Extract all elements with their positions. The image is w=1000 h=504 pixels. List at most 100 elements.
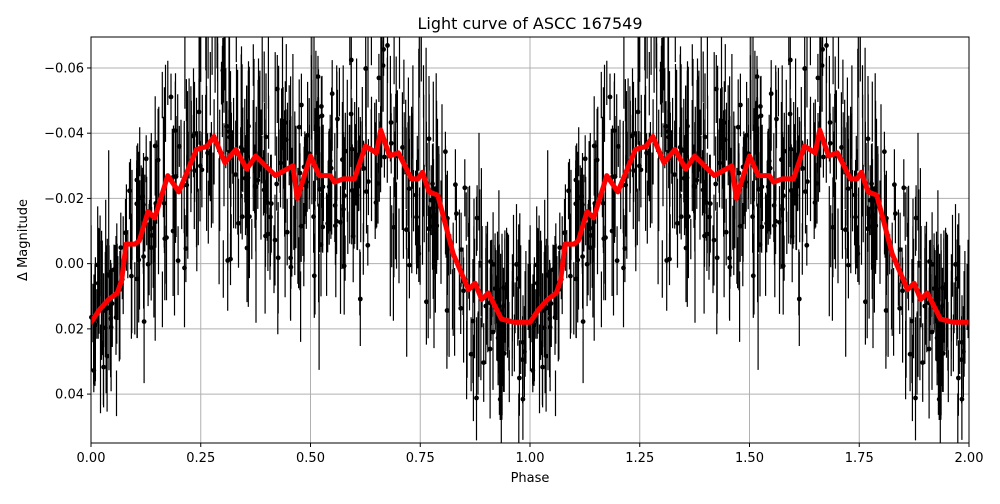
data-point: [959, 357, 964, 363]
data-point: [713, 86, 719, 92]
data-point: [802, 66, 808, 71]
data-point: [702, 134, 708, 140]
data-point: [780, 263, 786, 269]
data-point: [364, 189, 369, 195]
data-point: [298, 223, 304, 229]
data-point: [738, 102, 743, 108]
x-tick-label: 1.50: [735, 451, 764, 466]
data-point: [320, 184, 326, 190]
data-point: [198, 163, 203, 169]
data-point: [458, 305, 464, 311]
data-point: [350, 233, 356, 239]
data-point: [196, 109, 202, 115]
data-point: [522, 349, 527, 355]
data-point: [767, 165, 773, 171]
data-point: [580, 319, 586, 324]
data-point: [264, 200, 270, 205]
data-point: [149, 233, 155, 238]
data-point: [631, 168, 636, 174]
data-point: [348, 57, 354, 63]
data-point: [102, 308, 108, 313]
data-point: [490, 329, 496, 335]
data-point: [470, 318, 476, 324]
data-point: [373, 200, 379, 206]
data-point: [768, 91, 774, 97]
data-point: [488, 259, 493, 264]
data-point: [138, 195, 144, 201]
data-point: [663, 124, 669, 129]
data-point: [242, 175, 248, 181]
data-point: [779, 157, 784, 163]
data-point: [543, 272, 549, 278]
data-point: [692, 184, 698, 190]
data-point: [335, 116, 340, 122]
data-point: [927, 259, 932, 264]
data-point: [501, 351, 507, 356]
data-point: [913, 215, 919, 221]
data-point: [694, 177, 700, 183]
data-point: [342, 148, 348, 154]
data-point: [744, 132, 749, 138]
data-point: [853, 214, 858, 220]
data-point: [520, 339, 526, 345]
data-point: [700, 187, 706, 193]
data-point: [666, 134, 672, 140]
data-point: [319, 104, 324, 109]
data-point: [631, 131, 636, 136]
data-point: [552, 261, 558, 267]
data-point: [170, 228, 176, 234]
data-point: [380, 63, 386, 68]
data-point: [123, 230, 128, 236]
data-point: [796, 296, 802, 302]
data-point: [382, 154, 387, 160]
data-point: [280, 145, 286, 151]
data-point: [940, 351, 946, 356]
data-point: [325, 194, 331, 200]
data-point: [481, 360, 487, 365]
data-point: [771, 203, 777, 208]
data-point: [111, 267, 117, 273]
data-point: [719, 145, 725, 151]
data-point: [764, 194, 770, 200]
data-point: [766, 158, 772, 164]
y-tick-label: 0.02: [55, 322, 84, 337]
data-point: [644, 150, 649, 156]
data-point: [108, 324, 114, 330]
data-point: [959, 339, 965, 345]
data-point: [954, 276, 960, 282]
data-point: [819, 63, 825, 68]
data-point: [584, 261, 590, 267]
data-point: [155, 157, 161, 163]
data-point: [141, 254, 147, 259]
data-point: [540, 364, 545, 370]
data-point: [774, 116, 779, 122]
data-point: [845, 186, 851, 192]
data-point: [136, 257, 142, 263]
data-point: [601, 236, 607, 242]
data-point: [573, 177, 579, 183]
data-point: [134, 201, 140, 207]
data-point: [92, 322, 98, 328]
data-point: [557, 245, 563, 251]
data-point: [659, 68, 665, 73]
data-point: [711, 237, 717, 243]
data-point: [621, 265, 626, 271]
data-point: [514, 262, 519, 267]
data-point: [182, 265, 187, 271]
data-point: [349, 188, 355, 193]
data-point: [184, 182, 190, 188]
data-point: [870, 205, 875, 211]
data-point: [278, 160, 283, 166]
data-point: [414, 214, 419, 220]
data-point: [244, 245, 250, 251]
data-point: [750, 214, 755, 220]
data-point: [416, 251, 422, 257]
data-point: [327, 158, 333, 164]
data-point: [152, 143, 158, 149]
data-point: [600, 200, 606, 206]
data-point: [588, 233, 593, 238]
data-point: [497, 396, 503, 402]
data-point: [759, 224, 765, 230]
data-point: [244, 142, 250, 148]
data-point: [363, 66, 369, 71]
